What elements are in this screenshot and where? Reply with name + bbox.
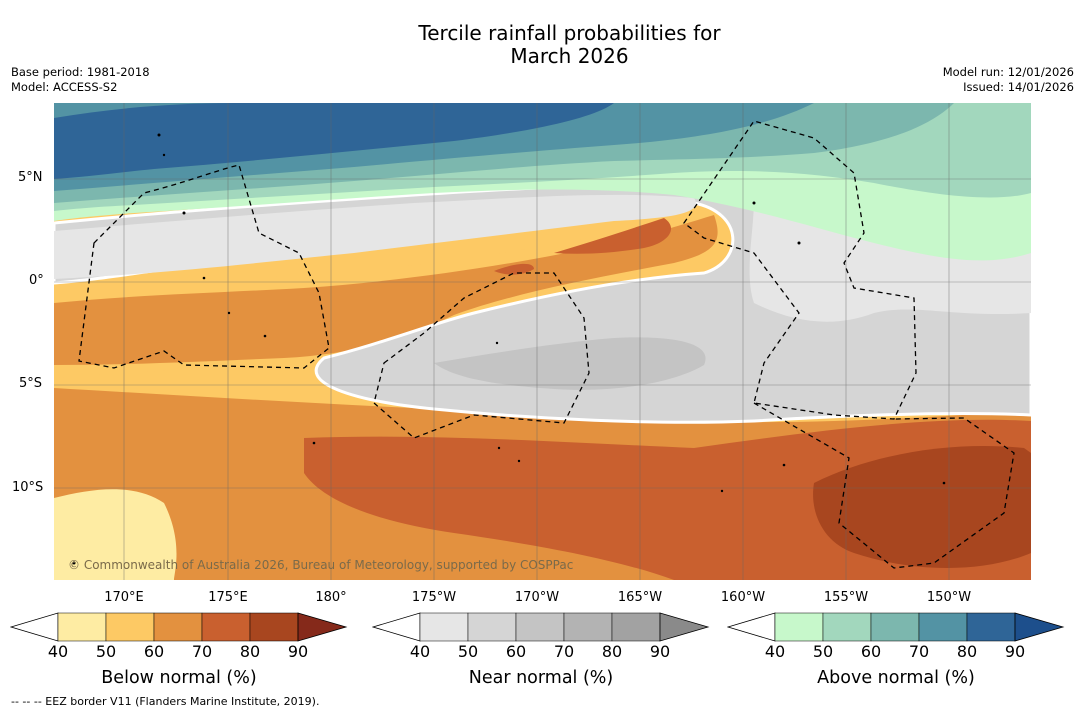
colorbar-above-normal (727, 612, 1065, 642)
lon-label-160w: 160°W (720, 590, 766, 605)
colorbar-tick: 50 (812, 642, 834, 661)
colorbar-tick: 50 (457, 642, 479, 661)
lat-label-5n: 5°N (18, 170, 43, 185)
colorbar-segment (467, 612, 517, 642)
colorbar-segment (918, 612, 968, 642)
lon-label-175e: 175°E (208, 590, 248, 605)
colorbar-segment (57, 612, 107, 642)
lon-label-155w: 155°W (823, 590, 869, 605)
colorbar-tick: 80 (956, 642, 978, 661)
colorbar-extend-low (372, 612, 421, 642)
colorbar-segment (870, 612, 920, 642)
colorbar-segment (419, 612, 469, 642)
colorbar-tick: 60 (143, 642, 165, 661)
lon-label-170e: 170°E (104, 590, 144, 605)
colorbar-tick: 40 (764, 642, 786, 661)
eez-borders (78, 120, 1015, 569)
colorbar-tick: 40 (47, 642, 69, 661)
colorbar-tick: 60 (860, 642, 882, 661)
near-normal-60 (434, 337, 706, 390)
colorbar-below-normal (10, 612, 348, 642)
copyright-text: © Commonwealth of Australia 2026, Bureau… (68, 558, 574, 572)
colorbar-tick: 70 (553, 642, 575, 661)
lon-label-165w: 165°W (617, 590, 663, 605)
colorbar-extend-high (659, 612, 710, 642)
west-below-70 (54, 215, 718, 365)
colorbar-near-normal (372, 612, 710, 642)
colorbar-near-label: Near normal (%) (468, 668, 614, 688)
colorbar-segment (966, 612, 1016, 642)
meta-left: Base period: 1981-2018 Model: ACCESS-S2 (11, 65, 150, 95)
colorbar-below-label: Below normal (%) (101, 668, 257, 688)
colorbar-tick: 80 (601, 642, 623, 661)
colorbar-tick: 70 (191, 642, 213, 661)
lat-label-0: 0° (29, 273, 44, 288)
colorbar-segment (774, 612, 824, 642)
colorbar-segment (822, 612, 872, 642)
lon-label-180: 180° (315, 590, 347, 605)
model-name: Model: ACCESS-S2 (11, 80, 118, 94)
south-west-light (54, 489, 177, 580)
south-below-90 (813, 446, 1031, 568)
lat-label-10s: 10°S (12, 480, 44, 495)
lat-label-5s: 5°S (19, 376, 43, 391)
lon-label-170w: 170°W (514, 590, 560, 605)
colorbar-tick: 70 (908, 642, 930, 661)
islands (72, 133, 946, 565)
colorbar-tick: 60 (505, 642, 527, 661)
map-title-line2: March 2026 (510, 44, 629, 68)
colorbar-segment (201, 612, 251, 642)
colorbar-tick: 50 (95, 642, 117, 661)
map-title: Tercile rainfall probabilities for March… (0, 22, 1085, 68)
eez-footnote: -- -- -- EEZ border V11 (Flanders Marine… (11, 695, 320, 708)
colorbar-tick: 40 (409, 642, 431, 661)
colorbar-segment (563, 612, 613, 642)
west-below-80 (554, 218, 672, 254)
colorbar-extend-low (10, 612, 59, 642)
colorbar-tick: 80 (239, 642, 261, 661)
lon-label-175w: 175°W (411, 590, 457, 605)
base-period: Base period: 1981-2018 (11, 65, 150, 79)
colorbar-tick: 90 (649, 642, 671, 661)
model-run: Model run: 12/01/2026 (942, 65, 1074, 79)
colorbar-segment (611, 612, 661, 642)
colorbar-tick: 90 (287, 642, 309, 661)
colorbar-segment (105, 612, 155, 642)
map-title-line1: Tercile rainfall probabilities for (418, 21, 721, 45)
colorbar-above-label: Above normal (%) (817, 668, 975, 688)
colorbar-segment (515, 612, 565, 642)
colorbar-extend-high (297, 612, 348, 642)
colorbar-extend-low (727, 612, 776, 642)
colorbar-extend-high (1014, 612, 1065, 642)
map-gridlines (54, 103, 1031, 580)
colorbar-tick: 90 (1004, 642, 1026, 661)
colorbar-segment (249, 612, 299, 642)
rainfall-map[interactable] (54, 103, 1031, 580)
west-below-80b (494, 263, 534, 275)
meta-right: Model run: 12/01/2026 Issued: 14/01/2026 (943, 65, 1074, 95)
near-normal-light (54, 194, 696, 279)
above-normal-90 (54, 103, 614, 179)
colorbar-segment (153, 612, 203, 642)
lon-label-150w: 150°W (926, 590, 972, 605)
issued-date: Issued: 14/01/2026 (963, 80, 1074, 94)
